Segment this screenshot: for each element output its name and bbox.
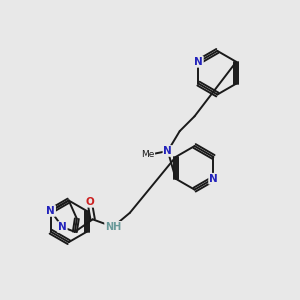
Text: N: N [58, 222, 67, 232]
Text: N: N [194, 57, 203, 67]
Text: N: N [164, 146, 172, 156]
Text: Me: Me [141, 151, 155, 160]
Text: NH: NH [105, 222, 121, 232]
Text: N: N [209, 174, 218, 184]
Text: O: O [85, 197, 94, 207]
Text: N: N [46, 206, 55, 216]
